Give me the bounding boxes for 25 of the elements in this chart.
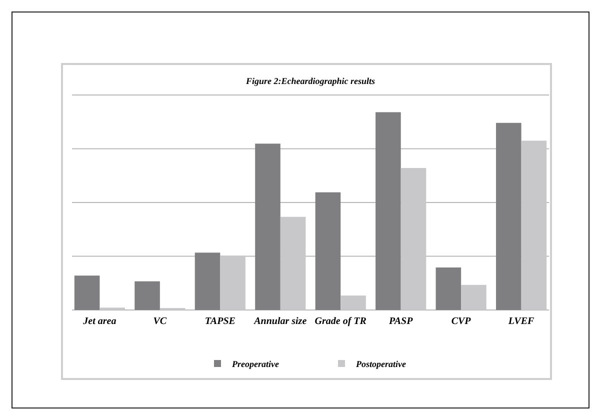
chart-title: Figure 2:Echeardiographic results xyxy=(244,76,376,86)
bar xyxy=(436,267,462,310)
x-tick-label: Grade of TR xyxy=(314,316,367,327)
x-tick-label: VC xyxy=(153,316,167,327)
bar xyxy=(376,112,401,310)
x-tick-label: CVP xyxy=(451,316,472,327)
x-tick-label: PASP xyxy=(388,316,414,327)
x-tick-label: Annular size xyxy=(253,316,308,327)
bar xyxy=(496,122,522,310)
bar xyxy=(340,296,366,310)
bar xyxy=(194,252,220,310)
bar xyxy=(74,276,100,310)
bar xyxy=(400,168,426,310)
bar xyxy=(134,281,160,310)
x-tick-label: TAPSE xyxy=(204,316,236,327)
bar xyxy=(315,192,341,310)
bar xyxy=(280,216,306,310)
x-tick-label: Jet area xyxy=(82,316,116,327)
x-tick-label: LVEF xyxy=(507,316,534,327)
legend-label: Preoperative xyxy=(232,359,279,369)
bar xyxy=(521,140,547,310)
bar xyxy=(255,144,280,310)
legend-label: Postoperative xyxy=(356,359,406,369)
bar xyxy=(461,284,486,310)
bar xyxy=(220,256,246,310)
